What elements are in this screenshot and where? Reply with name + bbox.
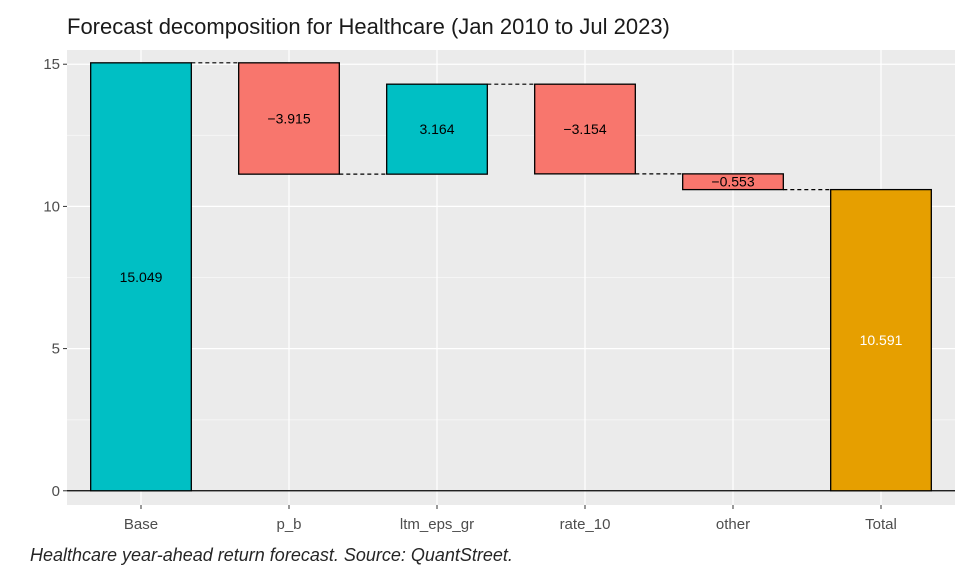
x-tick-label: Total [865,516,897,533]
bar-Total [830,188,932,492]
x-tick-label: Base [124,516,158,533]
x-axis: Base p_b ltm_eps_gr rate_10 other Total [124,505,897,533]
bar-Base [90,62,192,492]
minor-gridlines [67,134,955,421]
bar-value-label: 15.049 [120,269,163,285]
figure-caption: Healthcare year-ahead return forecast. S… [30,545,513,565]
bar-value-label: 10.591 [860,332,903,348]
chart-title: Forecast decomposition for Healthcare (J… [67,14,670,39]
x-tick-label: p_b [276,516,301,533]
connector-lines [191,62,831,191]
bar-rate_10 [534,83,636,175]
y-tick-label: 5 [52,341,60,358]
bar-p_b [238,62,340,175]
bar-value-label: −3.915 [267,110,310,126]
y-tick-label: 0 [52,483,60,500]
waterfall-chart: 15.049 −3.915 3.164 −3.154 −0.553 10.591 0 5 10… [43,50,955,533]
y-tick-label: 15 [43,56,60,73]
bar-ltm_eps_gr [386,83,488,175]
bar-value-label: 3.164 [419,121,454,137]
y-tick-label: 10 [43,198,60,215]
x-tick-label: ltm_eps_gr [400,516,474,533]
bar-value-label: −3.154 [563,121,606,137]
bars [67,62,955,492]
y-axis: 0 5 10 15 [43,56,67,500]
bar-value-label: −0.553 [711,174,754,190]
bar-labels: 15.049 −3.915 3.164 −3.154 −0.553 10.591 [120,110,903,348]
x-tick-label: other [716,516,750,533]
bar-other [682,173,784,191]
x-tick-label: rate_10 [560,516,611,533]
